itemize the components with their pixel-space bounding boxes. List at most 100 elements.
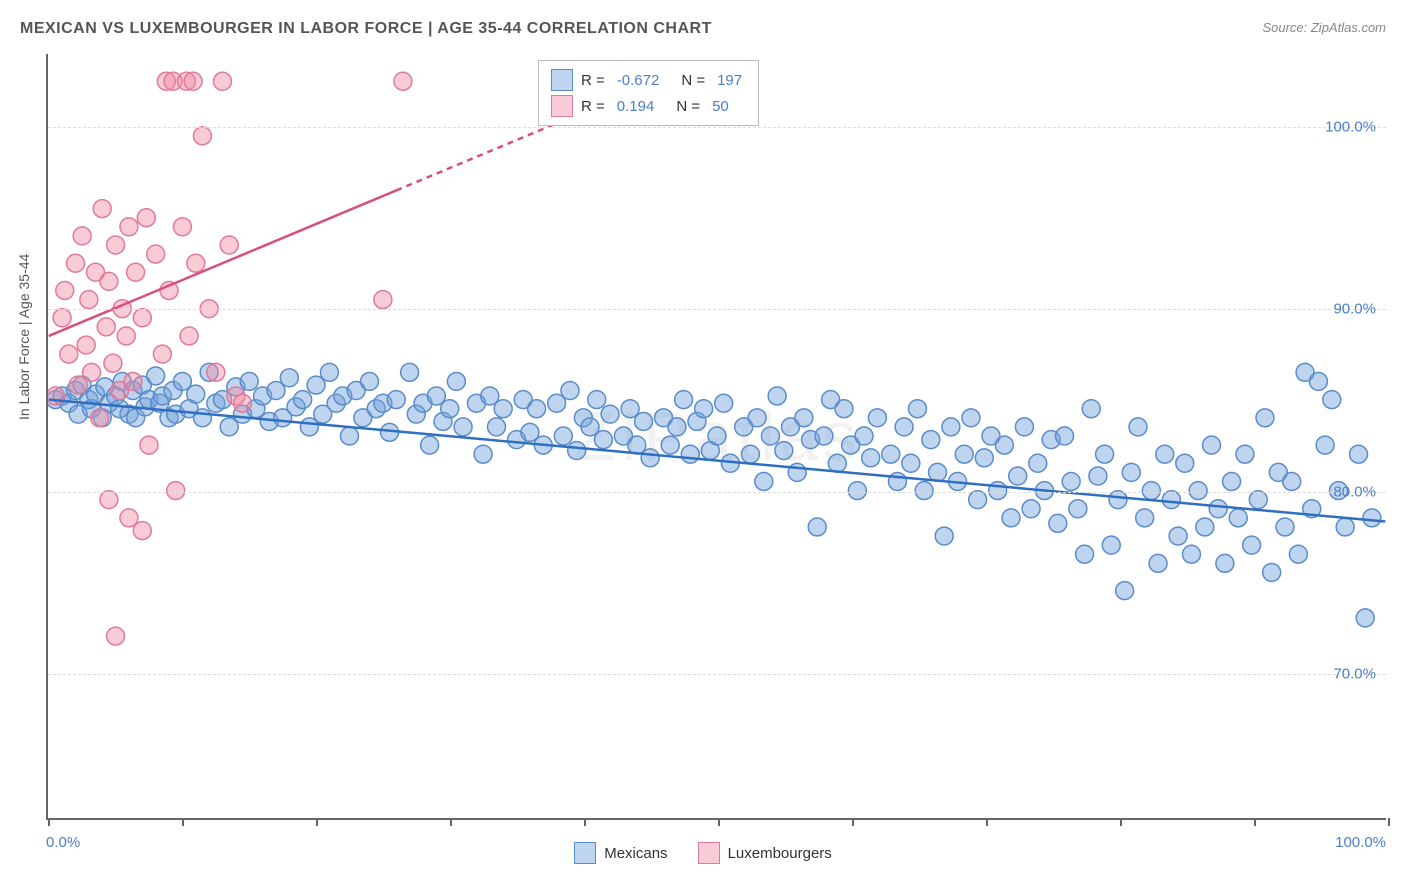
data-point [200,363,218,381]
data-point [454,418,472,436]
data-point [1289,545,1307,563]
data-point [220,236,238,254]
data-point [100,394,118,412]
data-point [975,449,993,467]
data-point [1323,391,1341,409]
data-point [107,236,125,254]
data-point [127,409,145,427]
grid-line [48,674,1386,675]
data-point [53,387,71,405]
data-point [842,436,860,454]
data-point [695,400,713,418]
data-point [681,445,699,463]
data-point [247,400,265,418]
data-point [675,391,693,409]
data-point [53,309,71,327]
data-point [1042,431,1060,449]
data-point [761,427,779,445]
data-point [855,427,873,445]
data-point [77,336,95,354]
data-point [1009,467,1027,485]
data-point [802,431,820,449]
data-point [160,409,178,427]
data-point [661,436,679,454]
data-point [394,72,412,90]
data-point [868,409,886,427]
data-point [111,382,129,400]
data-point [1350,445,1368,463]
legend-swatch [574,842,596,864]
data-point [1116,582,1134,600]
data-point [100,272,118,290]
legend-r-label: R = [581,98,605,115]
x-tick [450,818,452,826]
legend-row: R =0.194N =50 [551,93,746,119]
data-point [815,427,833,445]
data-point [1316,436,1334,454]
data-point [234,394,252,412]
legend-n-value: 197 [717,72,742,89]
data-point [314,405,332,423]
data-point [93,200,111,218]
data-point [908,400,926,418]
data-point [1049,514,1067,532]
data-point [1056,427,1074,445]
data-point [93,409,111,427]
data-point [581,418,599,436]
data-point [641,449,659,467]
data-point [180,327,198,345]
data-point [1209,500,1227,518]
data-point [124,372,142,390]
data-point [895,418,913,436]
data-point [294,391,312,409]
legend-r-label: R = [581,72,605,89]
source-attribution: Source: ZipAtlas.com [1262,20,1386,35]
data-point [534,436,552,454]
legend-swatch [551,69,573,91]
data-point [1309,372,1327,390]
data-point [1062,472,1080,490]
legend-item: Mexicans [574,842,667,864]
data-point [60,345,78,363]
data-point [628,436,646,454]
legend-r-value: 0.194 [617,98,655,115]
legend-label: Mexicans [604,845,667,862]
x-tick [584,818,586,826]
data-point [1022,500,1040,518]
data-point [955,445,973,463]
data-point [1243,536,1261,554]
y-axis-label: In Labor Force | Age 35-44 [16,254,32,420]
data-point [180,400,198,418]
data-point [91,409,109,427]
data-point [361,372,379,390]
data-point [528,400,546,418]
data-point [193,127,211,145]
data-point [173,218,191,236]
grid-line [48,492,1386,493]
data-point [193,409,211,427]
data-point [735,418,753,436]
data-point [915,482,933,500]
data-point [69,405,87,423]
data-point [320,363,338,381]
chart-title: MEXICAN VS LUXEMBOURGER IN LABOR FORCE |… [20,20,712,38]
data-point [1216,554,1234,572]
data-point [87,385,105,403]
data-point [748,409,766,427]
data-point [274,409,292,427]
data-point [594,431,612,449]
data-point [374,291,392,309]
data-point [87,263,105,281]
legend-n-value: 50 [712,98,729,115]
data-point [1102,536,1120,554]
data-point [414,394,432,412]
data-point [214,391,232,409]
data-point [1269,463,1287,481]
data-point [167,482,185,500]
legend-swatch [698,842,720,864]
grid-line [48,309,1386,310]
data-point [354,409,372,427]
data-point [701,442,719,460]
data-point [83,363,101,381]
x-tick [986,818,988,826]
